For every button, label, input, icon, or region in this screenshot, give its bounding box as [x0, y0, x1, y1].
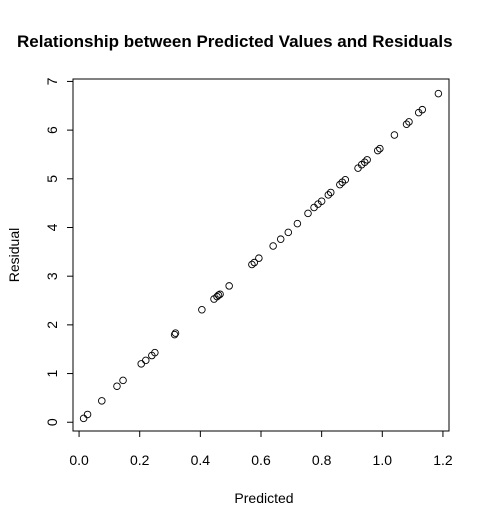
data-point — [248, 260, 256, 269]
x-tick-label: 0.0 — [69, 452, 89, 468]
data-point — [216, 290, 224, 298]
data-point — [83, 410, 92, 419]
data-points — [79, 89, 443, 423]
y-tick-label: 4 — [44, 223, 60, 231]
data-point — [142, 356, 150, 365]
data-point — [276, 235, 285, 243]
y-axis: 0 1 2 3 4 5 6 7 — [44, 77, 74, 426]
data-point — [269, 242, 277, 250]
x-tick-label: 1.0 — [373, 452, 393, 468]
y-axis-label: Residual — [6, 228, 22, 282]
x-axis-label: Predicted — [234, 490, 293, 506]
data-point — [326, 188, 335, 197]
data-point — [317, 197, 326, 205]
x-tick-label: 0.8 — [312, 452, 332, 468]
data-point — [360, 158, 369, 167]
data-point — [198, 306, 206, 314]
data-point — [363, 156, 371, 164]
y-tick-label: 5 — [44, 175, 60, 183]
data-point — [336, 180, 344, 189]
data-point — [304, 209, 312, 218]
data-point — [405, 118, 413, 126]
y-tick-label: 6 — [44, 126, 60, 134]
y-tick-label: 2 — [44, 321, 60, 329]
data-point — [225, 282, 233, 290]
data-point — [137, 360, 145, 368]
data-point — [376, 144, 384, 153]
data-point — [390, 131, 399, 139]
data-point — [293, 219, 302, 228]
y-tick-label: 0 — [44, 418, 60, 426]
data-point — [284, 228, 293, 237]
data-point — [171, 329, 180, 337]
data-point — [98, 397, 106, 405]
data-point — [310, 203, 318, 212]
x-tick-label: 0.6 — [251, 452, 271, 468]
x-tick-label: 0.4 — [191, 452, 211, 468]
data-point — [119, 376, 127, 385]
data-point — [373, 146, 382, 155]
data-point — [324, 191, 333, 199]
x-tick-label: 0.2 — [130, 452, 150, 468]
y-tick-label: 1 — [44, 369, 60, 377]
x-axis: 0.0 0.2 0.4 0.6 0.8 1.0 1.2 — [69, 430, 453, 468]
data-point — [151, 348, 159, 357]
y-tick-label: 7 — [44, 77, 60, 85]
data-point — [402, 120, 411, 129]
x-tick-label: 1.2 — [433, 452, 453, 468]
data-point — [341, 176, 350, 184]
data-point — [79, 414, 88, 423]
data-point — [170, 330, 179, 339]
data-point — [434, 89, 443, 98]
chart-title: Relationship between Predicted Values an… — [17, 32, 453, 51]
data-point — [418, 105, 427, 114]
y-tick-label: 3 — [44, 272, 60, 280]
data-point — [113, 382, 121, 390]
data-point — [214, 291, 223, 299]
data-point — [250, 258, 259, 267]
data-point — [255, 254, 263, 262]
